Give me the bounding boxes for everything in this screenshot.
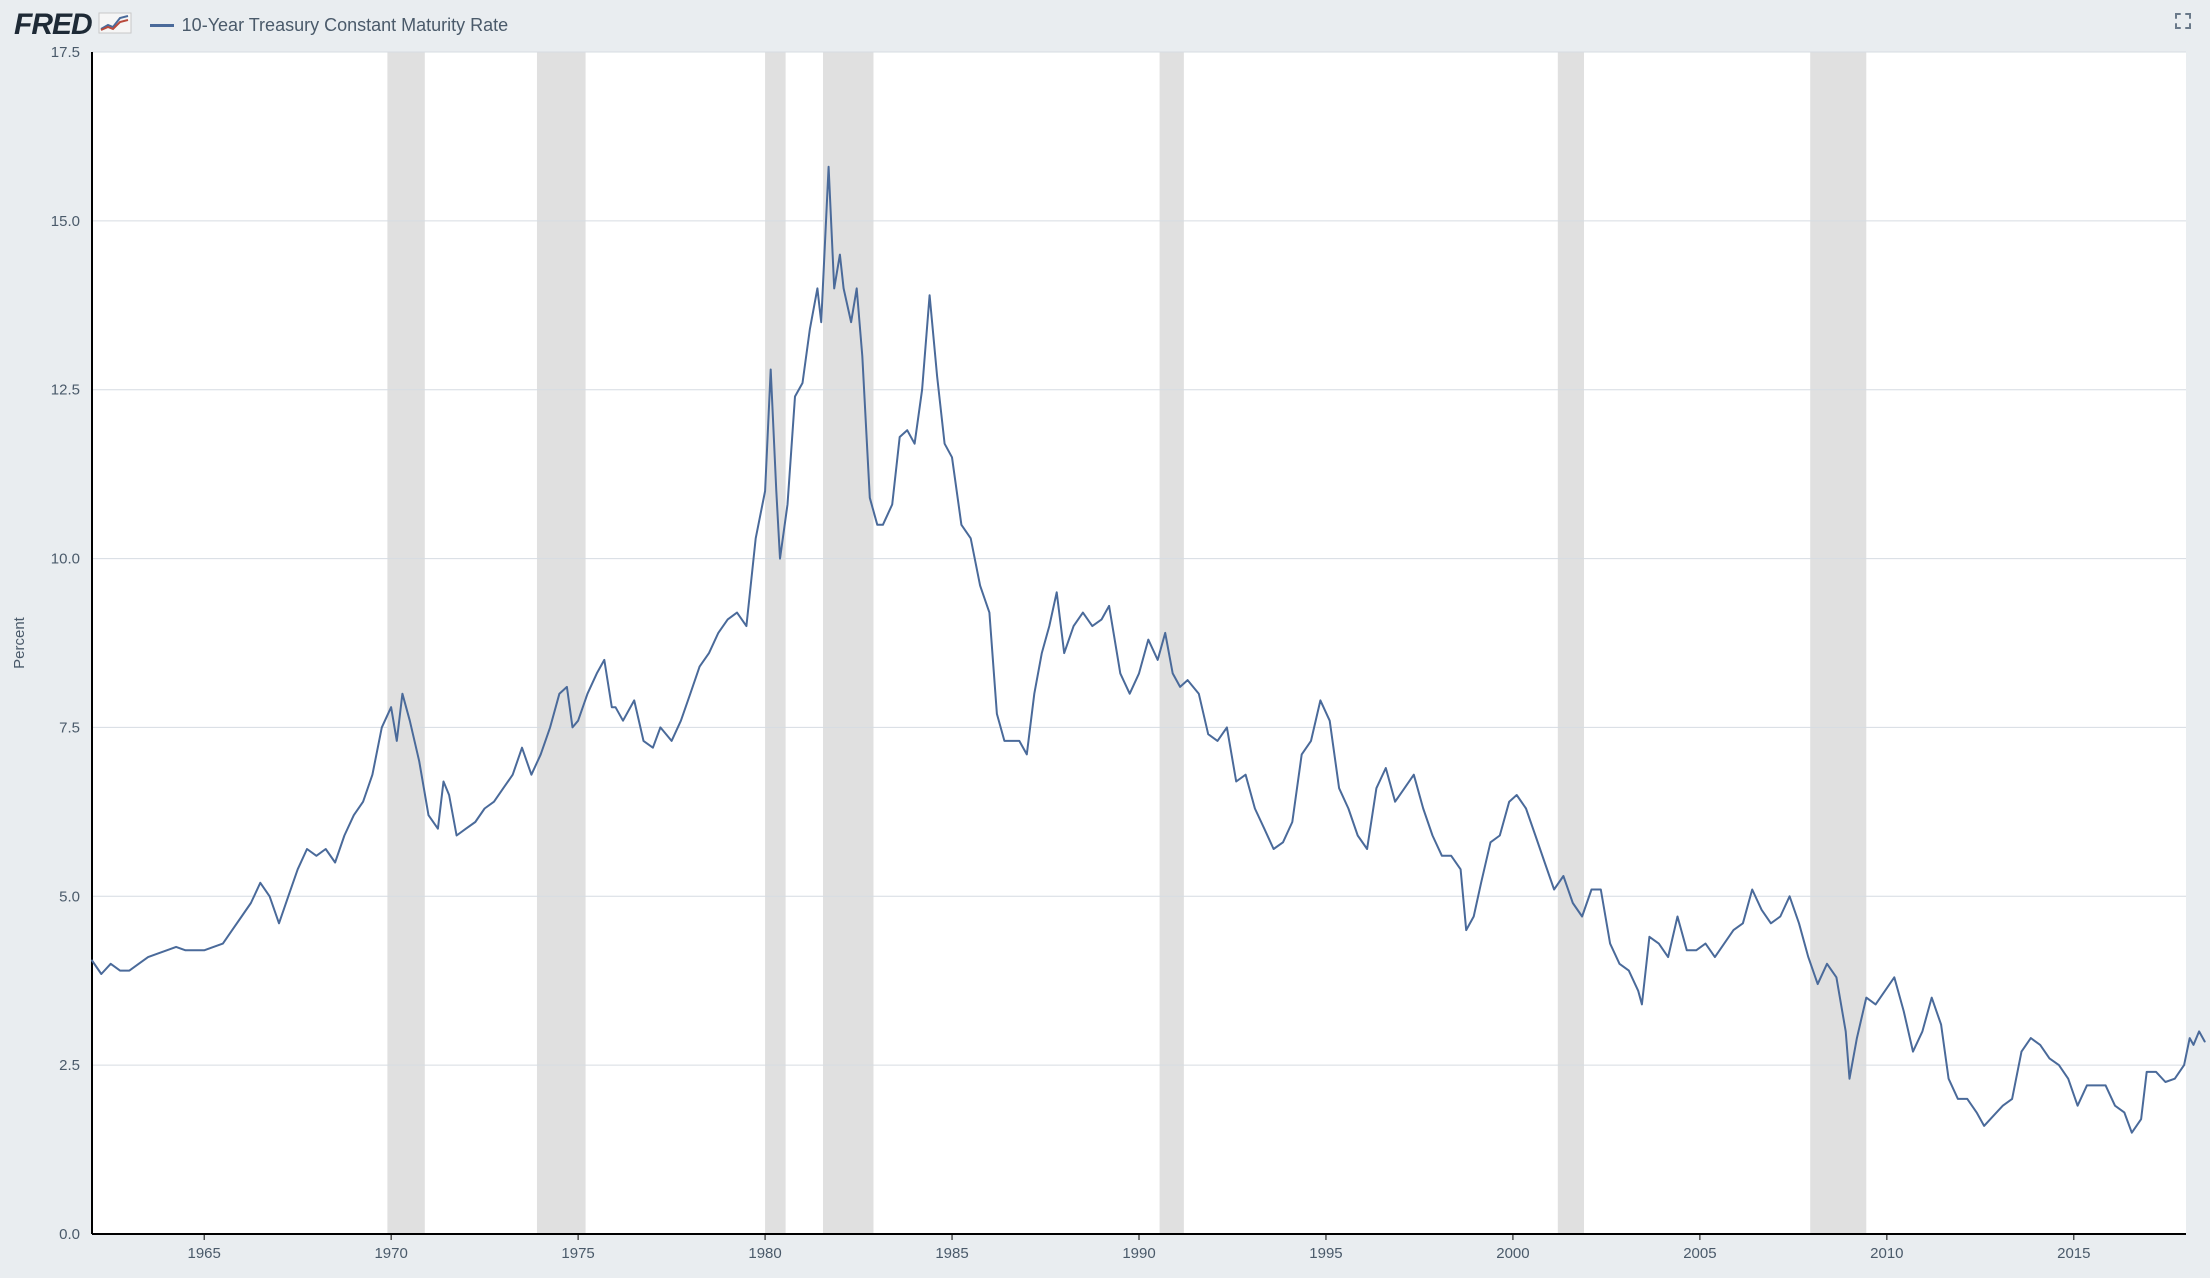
svg-text:5.0: 5.0 <box>59 888 80 905</box>
svg-text:15.0: 15.0 <box>51 213 80 230</box>
svg-text:1975: 1975 <box>561 1245 594 1262</box>
svg-text:1970: 1970 <box>374 1245 407 1262</box>
svg-text:12.5: 12.5 <box>51 382 80 399</box>
svg-text:1990: 1990 <box>1122 1245 1155 1262</box>
chart-container: FRED 10-Year Treasury Constant Maturity … <box>0 0 2210 1278</box>
svg-text:2010: 2010 <box>1870 1245 1903 1262</box>
line-chart-svg: 0.0 2.5 5.0 7.5 10.0 12.5 15.0 17.5 1965 1970 1975… <box>0 46 2210 1278</box>
svg-text:2.5: 2.5 <box>59 1057 80 1074</box>
svg-text:7.5: 7.5 <box>59 719 80 736</box>
svg-text:2000: 2000 <box>1496 1245 1529 1262</box>
svg-text:1965: 1965 <box>187 1245 220 1262</box>
svg-text:1980: 1980 <box>748 1245 781 1262</box>
chart-plot-area: 0.0 2.5 5.0 7.5 10.0 12.5 15.0 17.5 1965 1970 1975… <box>0 46 2210 1278</box>
fred-swoosh-icon <box>98 12 132 39</box>
svg-text:10.0: 10.0 <box>51 551 80 568</box>
svg-text:17.5: 17.5 <box>51 46 80 61</box>
svg-text:Percent: Percent <box>11 616 28 669</box>
svg-text:2015: 2015 <box>2057 1245 2090 1262</box>
svg-text:1985: 1985 <box>935 1245 968 1262</box>
chart-header: FRED 10-Year Treasury Constant Maturity … <box>0 0 2210 46</box>
fullscreen-icon[interactable] <box>2174 12 2192 35</box>
fred-logo: FRED <box>14 8 132 42</box>
fred-logo-text: FRED <box>14 8 92 42</box>
svg-text:0.0: 0.0 <box>59 1226 80 1243</box>
svg-text:2005: 2005 <box>1683 1245 1716 1262</box>
svg-text:1995: 1995 <box>1309 1245 1342 1262</box>
legend-label: 10-Year Treasury Constant Maturity Rate <box>182 15 509 36</box>
legend-line-swatch <box>150 24 174 27</box>
